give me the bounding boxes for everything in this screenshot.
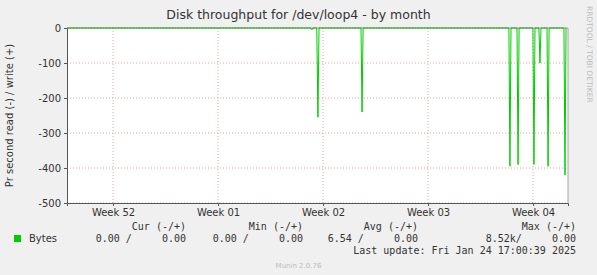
footer: Last update: Fri Jan 24 17:00:39 2025: [353, 245, 576, 256]
tick-mark: [428, 203, 429, 206]
tick-mark: [64, 28, 67, 29]
tick-mark: [64, 98, 67, 99]
grid-line: [67, 168, 568, 169]
background: [0, 0, 597, 275]
tick-label: Week 04: [512, 207, 555, 218]
tick: Week 03: [407, 203, 450, 218]
watermark: RRDTOOL / TOBI OETIKER: [585, 6, 594, 103]
tick: -400: [38, 163, 67, 174]
tick: Week 52: [92, 203, 135, 218]
tick: -500: [38, 198, 67, 209]
legend-label: Bytes: [29, 233, 57, 244]
tick-label: Week 03: [407, 207, 450, 218]
axis-line: [64, 29, 68, 204]
tick-label: Week 02: [302, 207, 345, 218]
tick: Week 04: [512, 203, 555, 218]
tick-label: Week 01: [197, 207, 240, 218]
legend-swatch: [14, 235, 21, 242]
frame: [67, 28, 568, 29]
tick-mark: [533, 203, 534, 206]
series-line: [67, 28, 566, 175]
legend-value: 8.52k/ 0.00: [486, 233, 576, 244]
tick: -100: [38, 58, 67, 69]
tick-label: 0: [55, 23, 61, 34]
grid-line: [323, 28, 324, 203]
tick-mark: [218, 203, 219, 206]
legend-header: Cur (-/+): [132, 221, 186, 232]
tick-label: Week 52: [92, 207, 135, 218]
tick: 0: [55, 23, 67, 34]
tick-label: -300: [38, 128, 61, 139]
plot-area: [67, 28, 568, 203]
legend-value: 6.54 / 0.00: [328, 233, 418, 244]
tick-mark: [323, 203, 324, 206]
frame: [568, 28, 569, 203]
chart: Disk throughput for /dev/loop4 - by mont…: [0, 0, 597, 275]
tick-label: -100: [38, 58, 61, 69]
tick: Week 02: [302, 203, 345, 218]
tick-mark: [64, 168, 67, 169]
marks: [67, 28, 566, 175]
grid-line: [67, 133, 568, 134]
tick-mark: [64, 133, 67, 134]
tick-label: -400: [38, 163, 61, 174]
y-axis: -500 -400 -300 -200 -100 0: [38, 23, 67, 209]
tick: -200: [38, 93, 67, 104]
grid-line: [428, 28, 429, 203]
tick-mark: [64, 203, 67, 204]
axis-line: [68, 204, 569, 207]
tick-mark: [113, 203, 114, 206]
title: Disk throughput for /dev/loop4 - by mont…: [166, 7, 430, 22]
tick-label: -200: [38, 93, 61, 104]
legend-header: Max (-/+): [522, 221, 576, 232]
tick: -300: [38, 128, 67, 139]
legend-header: Min (-/+): [249, 221, 303, 232]
credit: Munin 2.0.76: [276, 262, 322, 270]
tick: Week 01: [197, 203, 240, 218]
grid: [67, 28, 568, 203]
x-axis: Week 52 Week 01 Week 02 Week 03 Week 04: [68, 203, 569, 218]
grid-line: [218, 28, 219, 203]
legend-value: 0.00 / 0.00: [96, 233, 186, 244]
grid-line: [113, 28, 114, 203]
legend: Cur (-/+) Min (-/+) Avg (-/+) Max (-/+) Byte…: [14, 221, 576, 244]
y-axis-title: Pr second read (-) / write (+): [4, 44, 15, 187]
tick-mark: [64, 63, 67, 64]
tick-label: -500: [38, 198, 61, 209]
legend-header: Avg (-/+): [364, 221, 418, 232]
legend-value: 0.00 / 0.00: [213, 233, 303, 244]
